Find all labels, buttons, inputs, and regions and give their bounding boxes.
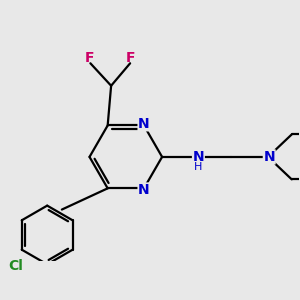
- Text: Cl: Cl: [9, 259, 23, 273]
- Text: N: N: [263, 150, 275, 164]
- Text: F: F: [85, 51, 94, 65]
- Text: N: N: [138, 183, 150, 197]
- Text: N: N: [138, 117, 150, 131]
- Text: N: N: [193, 150, 204, 164]
- Text: H: H: [194, 162, 202, 172]
- Text: F: F: [126, 51, 136, 65]
